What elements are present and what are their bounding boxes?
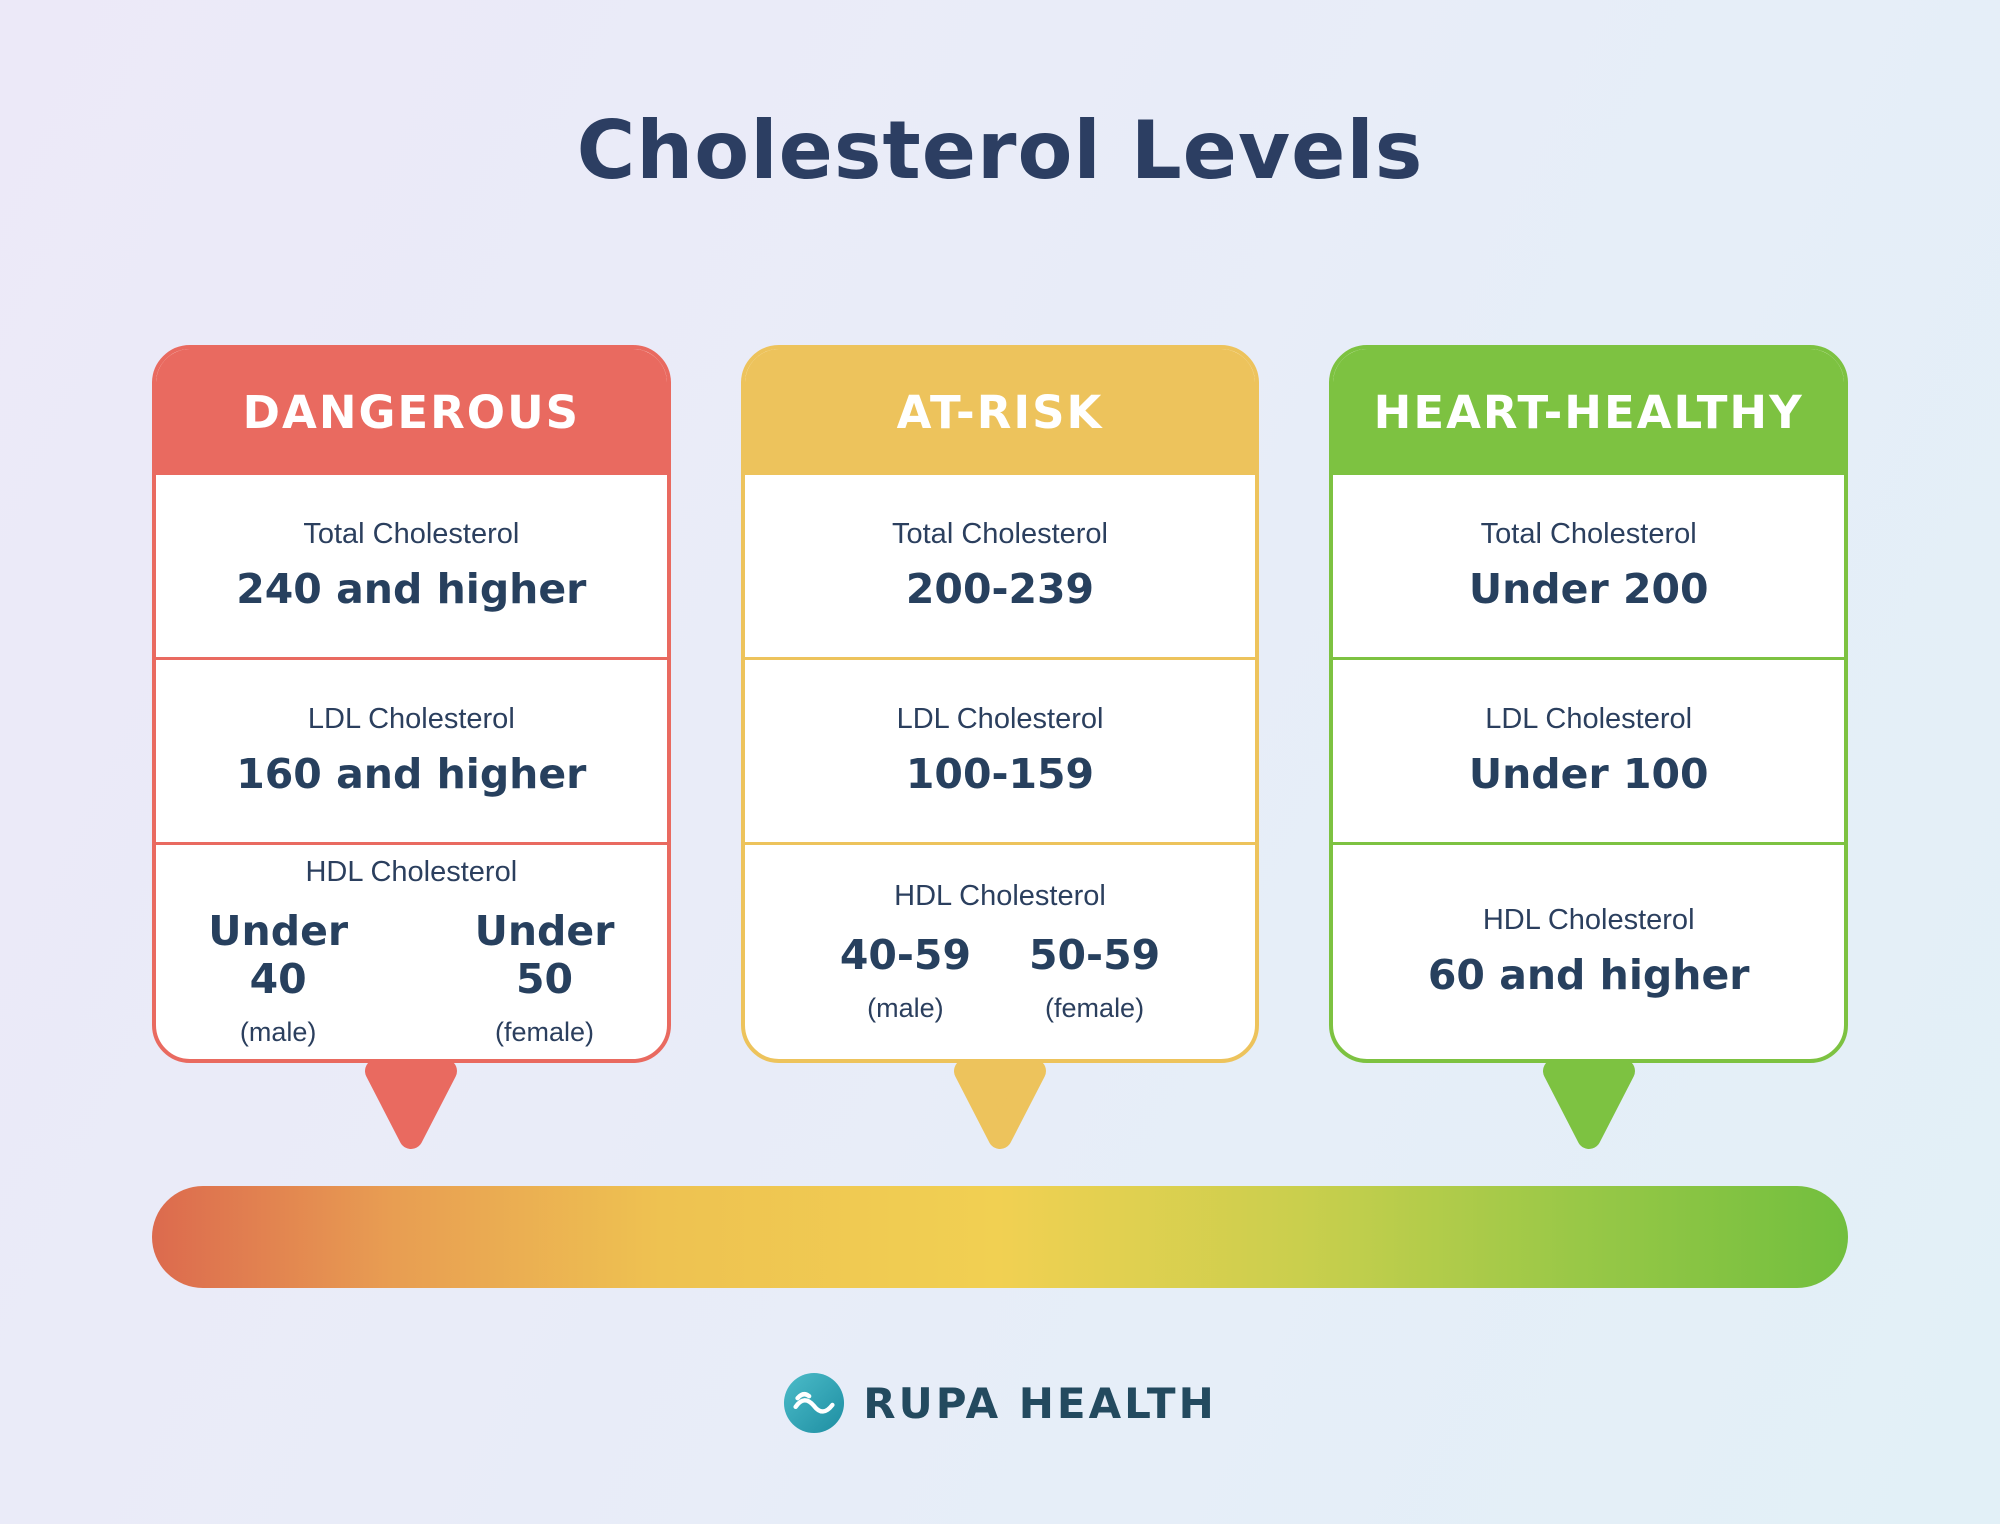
hdl-male-value: Under 40 (208, 906, 349, 1003)
dangerous-total-row: Total Cholesterol 240 and higher (156, 475, 667, 657)
heart-healthy-hdl-row: HDL Cholesterol 60 and higher (1333, 841, 1845, 1059)
cards-row: DANGEROUS Total Cholesterol 240 and high… (152, 345, 1849, 1155)
hdl-values-pair: Under 40 (male) Under 50 (female) (174, 907, 649, 1048)
ldl-cholesterol-label: LDL Cholesterol (1485, 703, 1693, 736)
arrow-down-icon (355, 1055, 467, 1155)
at-risk-total-row: Total Cholesterol 200-239 (745, 475, 1256, 657)
total-cholesterol-value: 200-239 (905, 565, 1095, 614)
card-dangerous: DANGEROUS Total Cholesterol 240 and high… (152, 345, 671, 1063)
hdl-female-column: Under 50 (female) (440, 907, 648, 1048)
heart-healthy-ldl-row: LDL Cholesterol Under 100 (1333, 656, 1845, 842)
total-cholesterol-value: Under 200 (1468, 565, 1709, 614)
at-risk-hdl-row: HDL Cholesterol 40-59 (male) 50-59 (fema… (744, 841, 1256, 1059)
hdl-female-value: Under 50 (474, 906, 615, 1003)
hdl-male-note: (male) (867, 992, 944, 1023)
hdl-cholesterol-label: HDL Cholesterol (305, 855, 518, 888)
ldl-cholesterol-value: 100-159 (905, 750, 1095, 799)
page-title: Cholesterol Levels (576, 104, 1424, 197)
total-cholesterol-label: Total Cholesterol (892, 518, 1108, 551)
card-heart-healthy-header: HEART-HEALTHY (1333, 349, 1845, 475)
footer: RUPA HEALTH (0, 1372, 2000, 1434)
hdl-cholesterol-label: HDL Cholesterol (894, 879, 1106, 912)
hdl-female-note: (female) (494, 1016, 594, 1047)
hdl-cholesterol-label: HDL Cholesterol (1482, 904, 1695, 937)
rupa-wave-logo-icon (783, 1372, 845, 1434)
ldl-cholesterol-value: Under 100 (1468, 750, 1709, 799)
hdl-female-note: (female) (1045, 992, 1145, 1023)
dangerous-hdl-row: HDL Cholesterol Under 40 (male) Under 50… (156, 841, 667, 1059)
card-column-heart-healthy: HEART-HEALTHY Total Cholesterol Under 20… (1329, 345, 1849, 1155)
arrow-down-icon (1533, 1055, 1645, 1155)
ldl-cholesterol-label: LDL Cholesterol (307, 703, 515, 736)
total-cholesterol-label: Total Cholesterol (303, 518, 520, 551)
hdl-male-column: Under 40 (male) (174, 907, 382, 1048)
hdl-female-column: 50-59 (female) (1029, 931, 1160, 1024)
hdl-female-value: 50-59 (1029, 930, 1161, 979)
heart-healthy-total-row: Total Cholesterol Under 200 (1333, 475, 1844, 657)
hdl-cholesterol-value: 60 and higher (1427, 951, 1750, 1000)
arrow-down-icon (944, 1055, 1056, 1155)
total-cholesterol-value: 240 and higher (236, 565, 587, 614)
dangerous-ldl-row: LDL Cholesterol 160 and higher (156, 656, 667, 842)
card-heart-healthy: HEART-HEALTHY Total Cholesterol Under 20… (1329, 345, 1849, 1063)
ldl-cholesterol-label: LDL Cholesterol (896, 703, 1104, 736)
brand-name: RUPA HEALTH (863, 1378, 1217, 1428)
card-column-dangerous: DANGEROUS Total Cholesterol 240 and high… (152, 345, 671, 1155)
ldl-cholesterol-value: 160 and higher (236, 750, 587, 799)
card-at-risk-header: AT-RISK (744, 349, 1256, 475)
card-column-at-risk: AT-RISK Total Cholesterol 200-239 LDL Ch… (740, 345, 1260, 1155)
hdl-male-note: (male) (239, 1016, 317, 1047)
cholesterol-scale-gradient-bar (152, 1186, 1848, 1288)
hdl-male-value: 40-59 (839, 930, 971, 979)
hdl-values-pair: 40-59 (male) 50-59 (female) (840, 931, 1160, 1024)
hdl-male-column: 40-59 (male) (840, 931, 971, 1024)
at-risk-ldl-row: LDL Cholesterol 100-159 (744, 656, 1256, 842)
total-cholesterol-label: Total Cholesterol (1480, 518, 1697, 551)
card-dangerous-header: DANGEROUS (156, 349, 667, 475)
card-at-risk: AT-RISK Total Cholesterol 200-239 LDL Ch… (740, 345, 1260, 1063)
